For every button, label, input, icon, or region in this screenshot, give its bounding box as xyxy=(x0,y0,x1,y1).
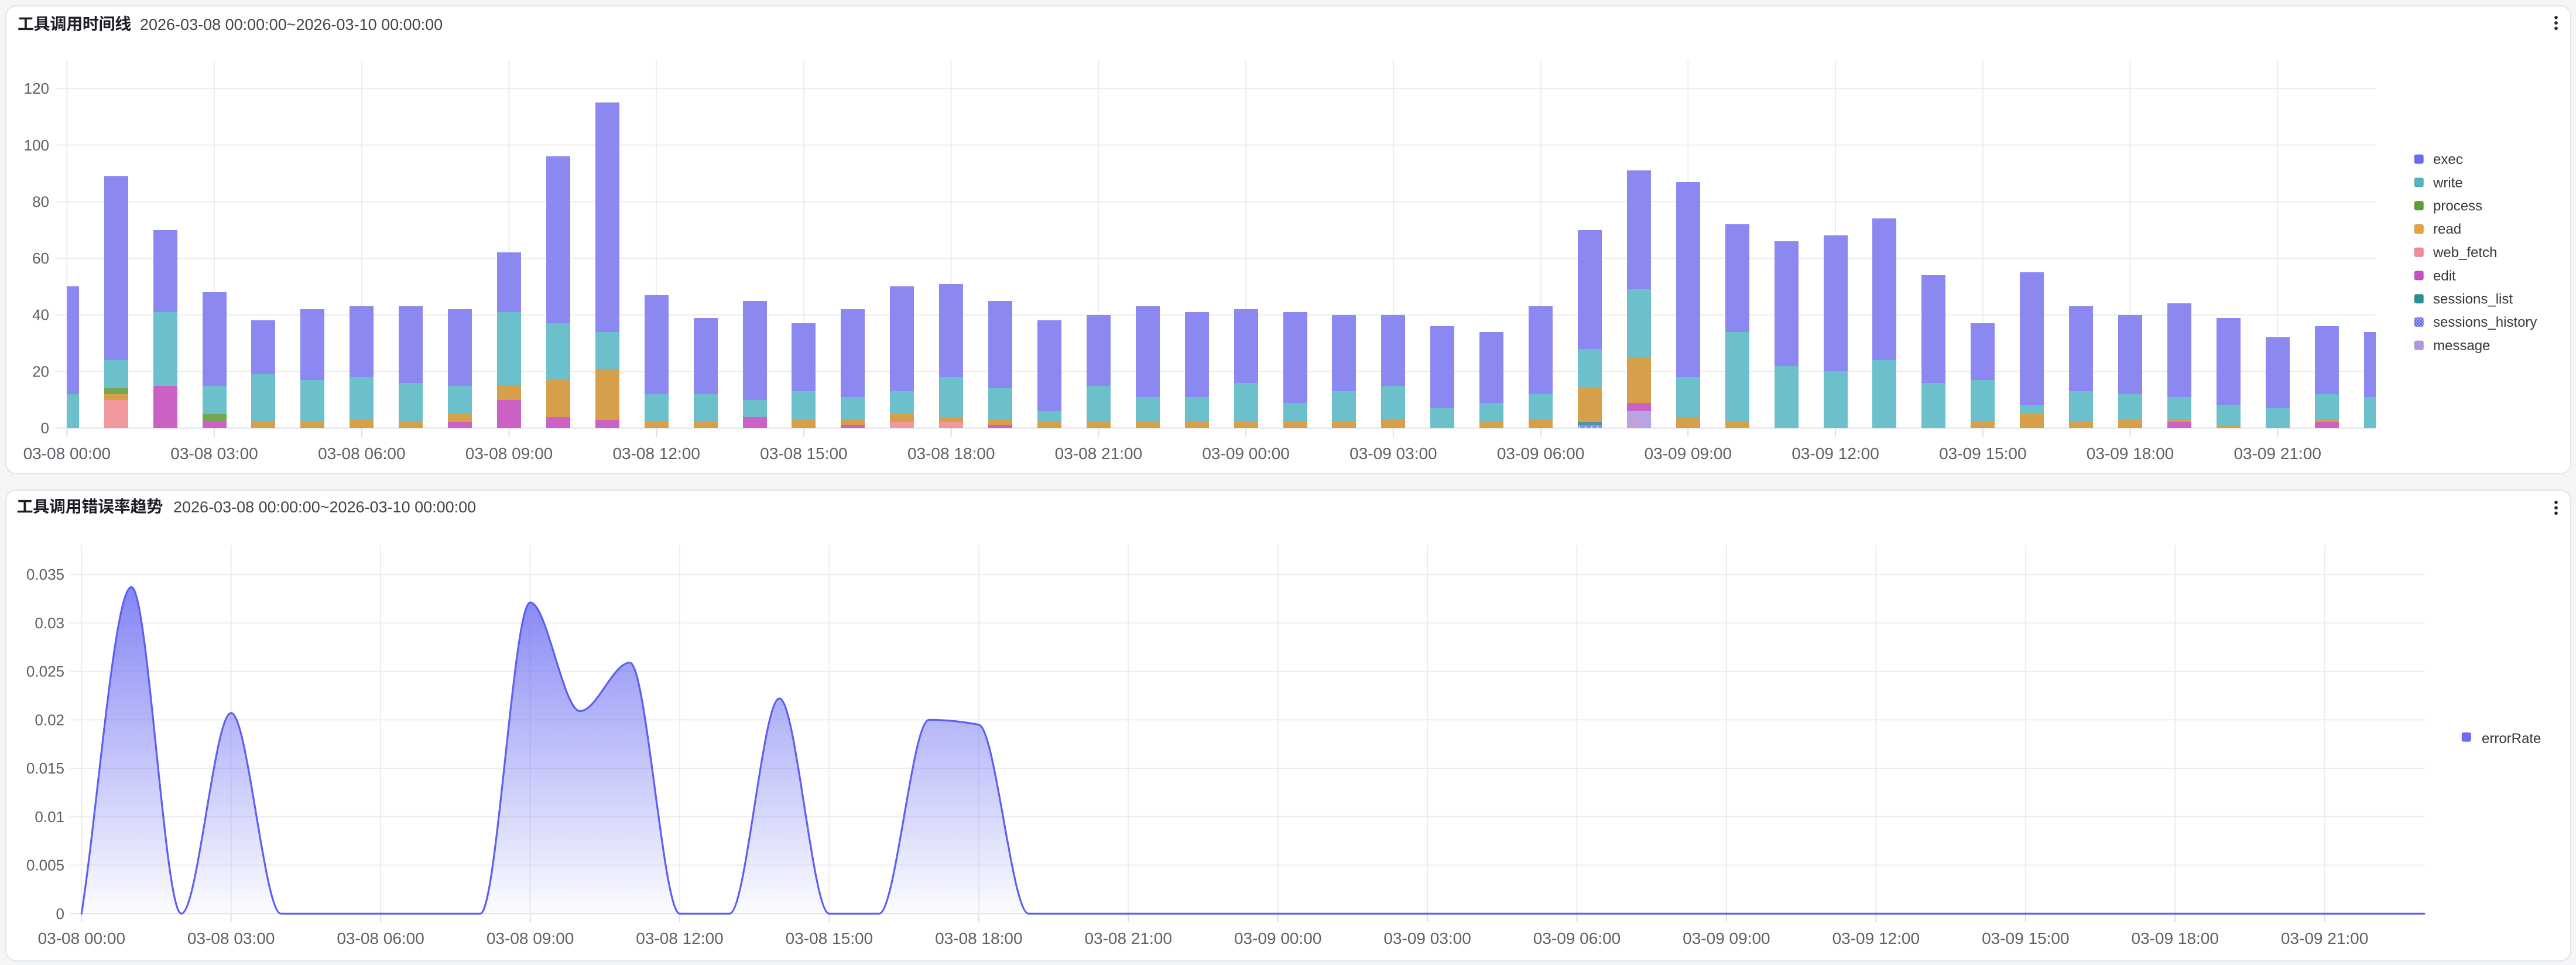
svg-text:0.035: 0.035 xyxy=(26,566,64,583)
svg-text:03-09 15:00: 03-09 15:00 xyxy=(1939,444,2026,463)
svg-text:0.02: 0.02 xyxy=(35,711,64,728)
svg-text:03-09 03:00: 03-09 03:00 xyxy=(1383,929,1471,947)
svg-text:03-09 00:00: 03-09 00:00 xyxy=(1234,929,1321,947)
svg-text:03-08 09:00: 03-08 09:00 xyxy=(487,929,574,947)
svg-text:0.015: 0.015 xyxy=(26,759,64,777)
svg-text:03-08 21:00: 03-08 21:00 xyxy=(1055,444,1142,463)
svg-text:write: write xyxy=(2433,175,2463,191)
svg-text:03-08 18:00: 03-08 18:00 xyxy=(935,929,1022,947)
svg-text:errorRate: errorRate xyxy=(2482,731,2541,747)
svg-text:03-08 09:00: 03-08 09:00 xyxy=(465,444,553,463)
svg-text:03-08 00:00: 03-08 00:00 xyxy=(23,444,111,463)
svg-text:03-09 06:00: 03-09 06:00 xyxy=(1533,929,1621,947)
svg-text:03-09 00:00: 03-09 00:00 xyxy=(1202,444,1289,463)
svg-text:03-09 18:00: 03-09 18:00 xyxy=(2131,929,2218,947)
svg-text:60: 60 xyxy=(32,249,49,267)
svg-text:03-08 18:00: 03-08 18:00 xyxy=(907,444,995,463)
svg-text:03-08 00:00: 03-08 00:00 xyxy=(38,929,125,947)
svg-text:80: 80 xyxy=(32,193,49,210)
svg-text:40: 40 xyxy=(32,306,49,324)
svg-text:03-09 06:00: 03-09 06:00 xyxy=(1497,444,1584,463)
svg-text:03-08 12:00: 03-08 12:00 xyxy=(612,444,700,463)
svg-text:03-09 21:00: 03-09 21:00 xyxy=(2281,929,2368,947)
svg-text:03-08 06:00: 03-08 06:00 xyxy=(318,444,405,463)
svg-text:03-08 15:00: 03-08 15:00 xyxy=(786,929,873,947)
svg-text:exec: exec xyxy=(2433,152,2463,167)
svg-text:03-09 09:00: 03-09 09:00 xyxy=(1683,929,1770,947)
svg-text:03-09 18:00: 03-09 18:00 xyxy=(2087,444,2174,463)
svg-text:03-08 15:00: 03-08 15:00 xyxy=(760,444,847,463)
svg-text:sessions_history: sessions_history xyxy=(2433,314,2537,330)
svg-text:web_fetch: web_fetch xyxy=(2433,245,2497,261)
svg-text:03-09 15:00: 03-09 15:00 xyxy=(1982,929,2069,947)
svg-text:03-09 03:00: 03-09 03:00 xyxy=(1349,444,1437,463)
svg-text:03-08 12:00: 03-08 12:00 xyxy=(636,929,723,947)
svg-text:0.03: 0.03 xyxy=(35,614,64,632)
svg-text:0: 0 xyxy=(41,419,49,437)
svg-text:0: 0 xyxy=(56,905,64,922)
svg-text:0.025: 0.025 xyxy=(26,663,64,680)
svg-text:03-09 12:00: 03-09 12:00 xyxy=(1832,929,1920,947)
svg-text:0.005: 0.005 xyxy=(26,857,64,874)
svg-text:2026-03-08 00:00:00~2026-03-10: 2026-03-08 00:00:00~2026-03-10 00:00:00 xyxy=(140,16,443,33)
svg-text:edit: edit xyxy=(2433,268,2456,284)
svg-text:03-09 21:00: 03-09 21:00 xyxy=(2234,444,2321,463)
svg-text:03-08 03:00: 03-08 03:00 xyxy=(187,929,275,947)
svg-text:03-08 21:00: 03-08 21:00 xyxy=(1084,929,1171,947)
svg-text:sessions_list: sessions_list xyxy=(2433,292,2513,307)
svg-text:0.01: 0.01 xyxy=(35,808,64,826)
svg-text:03-08 06:00: 03-08 06:00 xyxy=(337,929,424,947)
svg-text:message: message xyxy=(2433,338,2490,354)
svg-text:03-09 09:00: 03-09 09:00 xyxy=(1645,444,1732,463)
svg-text:20: 20 xyxy=(32,362,49,380)
svg-text:03-08 03:00: 03-08 03:00 xyxy=(170,444,258,463)
svg-text:120: 120 xyxy=(24,80,49,97)
svg-text:03-09 12:00: 03-09 12:00 xyxy=(1791,444,1879,463)
svg-text:2026-03-08 00:00:00~2026-03-10: 2026-03-08 00:00:00~2026-03-10 00:00:00 xyxy=(173,498,476,516)
svg-text:read: read xyxy=(2433,221,2461,237)
svg-text:100: 100 xyxy=(24,136,49,154)
svg-text:process: process xyxy=(2433,199,2482,214)
